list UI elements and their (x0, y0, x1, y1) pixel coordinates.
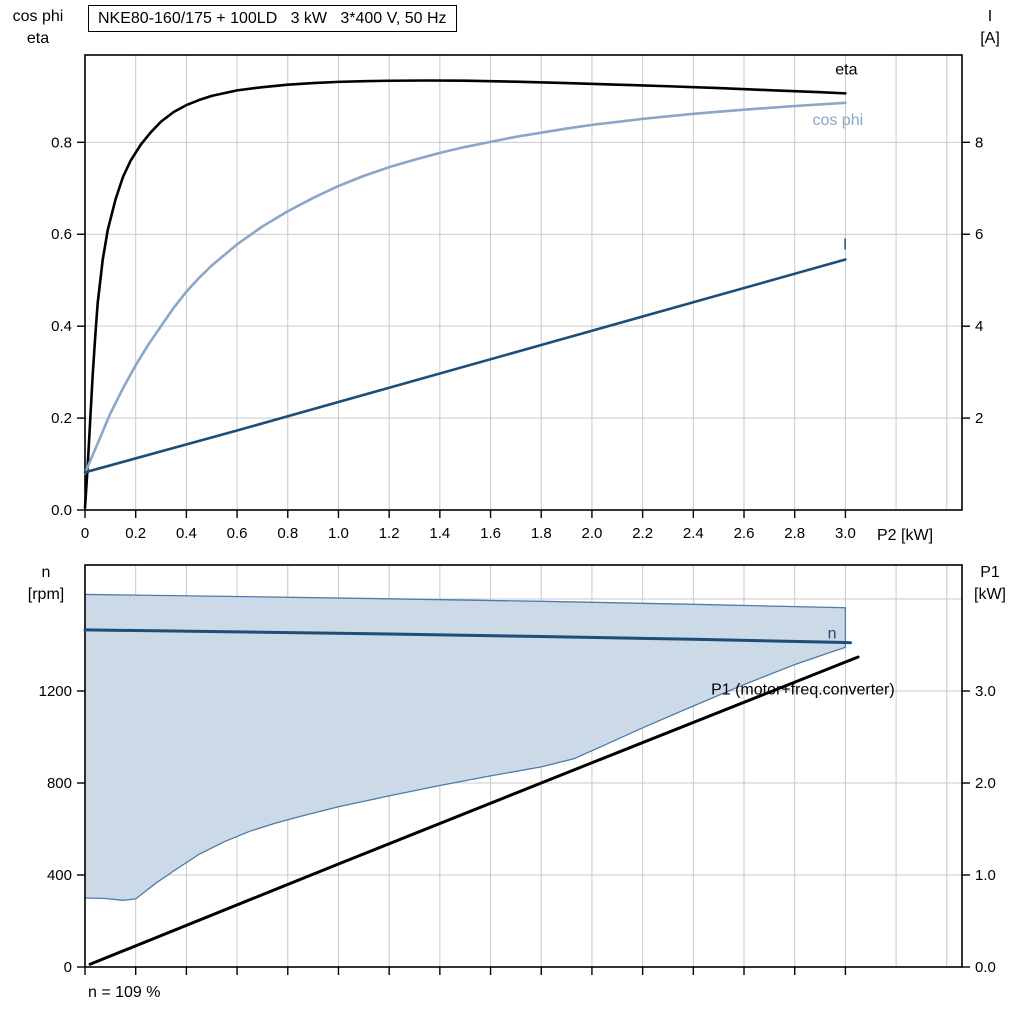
curve-label-P1: P1 (motor+freq.converter) (711, 682, 895, 699)
x-tick-label: 1.2 (379, 525, 400, 542)
x-tick-label: 1.0 (328, 525, 349, 542)
y-right-tick-label: 3.0 (975, 683, 996, 700)
curve-label-current-I: I (843, 236, 847, 253)
y-left-tick-label: 0.8 (51, 134, 72, 151)
y-left-tick-label: 400 (47, 867, 72, 884)
series-speed-n (83, 628, 852, 645)
y-left-tick-label: 0.6 (51, 226, 72, 243)
x-tick-label: 0 (81, 525, 89, 542)
y-left-tick-label: 0.2 (51, 410, 72, 427)
plot-border (84, 564, 963, 968)
y-left-tick-label: 1200 (39, 683, 72, 700)
chart-0: 0 0.2 0.4 0.6 0.8 1.0 1.2 1.4 1.6 1.8 2.0 2.2 2.4 2.6… (51, 54, 983, 542)
series-cos-phi (83, 101, 847, 475)
x-tick-label: 0.6 (227, 525, 248, 542)
series-current-I (83, 258, 847, 474)
axis-title-line: [rpm] (27, 586, 65, 603)
top-chart-right-axis-title: I [A] (964, 6, 1016, 50)
x-tick-label: 1.4 (429, 525, 450, 542)
axis-title-line: [kW] (974, 586, 1006, 603)
y-right-tick-label: 4 (975, 318, 983, 335)
bottom-chart-right-axis-title: P1 [kW] (962, 562, 1018, 606)
x-tick-label: 2.0 (582, 525, 603, 542)
top-chart-left-axis-title: cos phi eta (2, 6, 74, 50)
y-left-tick-label: 0 (64, 959, 72, 976)
x-tick-label: 2.2 (632, 525, 653, 542)
y-right-tick-label: 8 (975, 134, 983, 151)
x-tick-label: 2.6 (734, 525, 755, 542)
x-tick-label: 0.4 (176, 525, 197, 542)
x-tick-label: 1.6 (480, 525, 501, 542)
chart-1: 0 400 800 1200 0.0 1.0 2.0 3.0 n P1 (motor+freq.c… (39, 564, 996, 976)
y-left-tick-label: 0.0 (51, 502, 72, 519)
series-eta (83, 79, 847, 510)
series-P1 (88, 655, 860, 966)
footnote: n = 109 % (88, 984, 161, 1001)
x-tick-label: 2.8 (784, 525, 805, 542)
x-tick-label: 0.8 (277, 525, 298, 542)
speed-control-range-edge (84, 593, 847, 901)
y-right-tick-label: 2.0 (975, 775, 996, 792)
curve-label-speed-n: n (828, 626, 837, 643)
plot-border (84, 54, 963, 511)
y-right-tick-label: 0.0 (975, 959, 996, 976)
axis-title-line: [A] (980, 30, 1000, 47)
curve-label-eta: eta (835, 61, 857, 78)
y-right-tick-label: 1.0 (975, 867, 996, 884)
axis-title-line: eta (26, 30, 50, 47)
bottom-chart-left-axis-title: n [rpm] (14, 562, 78, 606)
axis-title-line: I (987, 8, 993, 25)
y-right-tick-label: 2 (975, 410, 983, 427)
axis-title-line: cos phi (12, 8, 64, 25)
y-right-tick-label: 6 (975, 226, 983, 243)
y-left-tick-label: 800 (47, 775, 72, 792)
x-tick-label: 1.8 (531, 525, 552, 542)
speed-control-range-fill (85, 594, 846, 901)
curve-label-cos-phi: cos phi (812, 112, 863, 129)
axis-title-line: P1 (980, 564, 1000, 581)
x-tick-label: 3.0 (835, 525, 856, 542)
x-axis-label: P2 [kW] (877, 527, 934, 544)
axis-title-line: n (41, 564, 51, 581)
x-tick-label: 2.4 (683, 525, 704, 542)
chart-title: NKE80-160/175 + 100LD 3 kW 3*400 V, 50 H… (88, 5, 457, 32)
y-left-tick-label: 0.4 (51, 318, 72, 335)
x-tick-label: 0.2 (125, 525, 146, 542)
